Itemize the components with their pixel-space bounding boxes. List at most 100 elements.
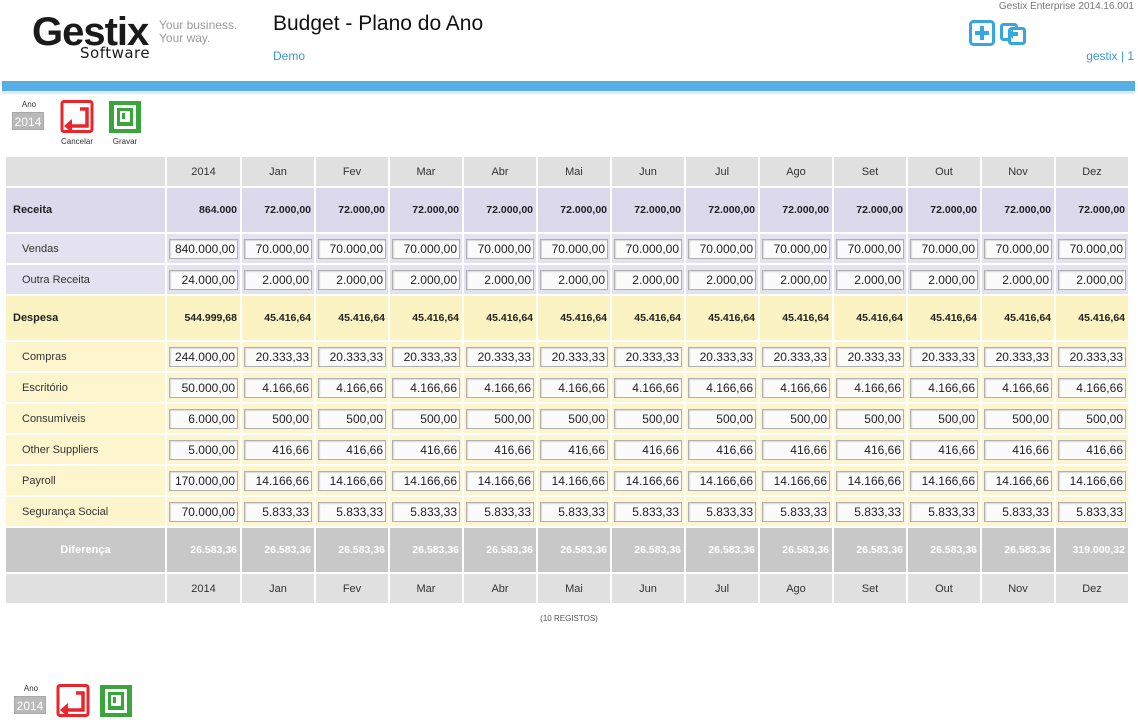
budget-value-input[interactable] <box>244 470 312 491</box>
budget-value-input[interactable] <box>466 238 534 259</box>
gestix-logo[interactable]: Gestix Software Your business. Your way. <box>32 10 242 65</box>
save-button-bottom[interactable] <box>98 684 134 718</box>
budget-value-input[interactable] <box>466 346 534 367</box>
user-info-link[interactable]: gestix | 1 <box>1086 49 1134 63</box>
budget-value-input[interactable] <box>1058 377 1126 398</box>
budget-value-input[interactable] <box>614 470 682 491</box>
budget-value-input[interactable] <box>688 439 756 460</box>
budget-value-input[interactable] <box>244 269 312 290</box>
budget-value-input[interactable] <box>169 408 238 429</box>
budget-value-input[interactable] <box>169 269 238 290</box>
budget-value-input[interactable] <box>169 470 238 491</box>
budget-value-input[interactable] <box>318 408 386 429</box>
budget-value-input[interactable] <box>688 470 756 491</box>
budget-value-input[interactable] <box>318 501 386 522</box>
budget-value-input[interactable] <box>762 269 830 290</box>
budget-value-input[interactable] <box>614 269 682 290</box>
budget-value-input[interactable] <box>1058 501 1126 522</box>
budget-value-input[interactable] <box>910 408 978 429</box>
budget-value-input[interactable] <box>466 269 534 290</box>
year-selector[interactable]: Ano 2014 <box>12 100 46 130</box>
budget-value-input[interactable] <box>540 377 608 398</box>
budget-value-input[interactable] <box>169 377 238 398</box>
budget-value-input[interactable] <box>466 377 534 398</box>
budget-value-input[interactable] <box>688 346 756 367</box>
budget-value-input[interactable] <box>392 346 460 367</box>
budget-value-input[interactable] <box>614 501 682 522</box>
budget-value-input[interactable] <box>1058 470 1126 491</box>
budget-value-input[interactable] <box>688 238 756 259</box>
budget-value-input[interactable] <box>1058 238 1126 259</box>
budget-value-input[interactable] <box>392 439 460 460</box>
budget-value-input[interactable] <box>1058 346 1126 367</box>
budget-value-input[interactable] <box>169 501 238 522</box>
budget-value-input[interactable] <box>762 501 830 522</box>
budget-value-input[interactable] <box>540 470 608 491</box>
cancel-button[interactable]: Cancelar <box>59 100 95 146</box>
budget-value-input[interactable] <box>169 439 238 460</box>
budget-value-input[interactable] <box>688 501 756 522</box>
year-selector-bottom[interactable]: Ano 2014 <box>14 684 48 714</box>
budget-value-input[interactable] <box>688 408 756 429</box>
budget-value-input[interactable] <box>244 346 312 367</box>
budget-value-input[interactable] <box>169 238 238 259</box>
budget-value-input[interactable] <box>614 377 682 398</box>
budget-value-input[interactable] <box>540 408 608 429</box>
save-button[interactable]: Gravar <box>107 100 143 146</box>
budget-value-input[interactable] <box>318 238 386 259</box>
budget-value-input[interactable] <box>836 408 904 429</box>
budget-value-input[interactable] <box>762 238 830 259</box>
cancel-button-bottom[interactable] <box>55 684 91 718</box>
budget-value-input[interactable] <box>318 346 386 367</box>
budget-value-input[interactable] <box>540 501 608 522</box>
budget-value-input[interactable] <box>836 238 904 259</box>
company-link[interactable]: Demo <box>273 49 306 63</box>
budget-value-input[interactable] <box>836 470 904 491</box>
budget-value-input[interactable] <box>984 501 1052 522</box>
budget-value-input[interactable] <box>318 470 386 491</box>
budget-value-input[interactable] <box>244 408 312 429</box>
budget-value-input[interactable] <box>392 501 460 522</box>
budget-value-input[interactable] <box>392 408 460 429</box>
budget-value-input[interactable] <box>984 439 1052 460</box>
budget-value-input[interactable] <box>984 269 1052 290</box>
budget-value-input[interactable] <box>318 269 386 290</box>
budget-value-input[interactable] <box>466 501 534 522</box>
budget-value-input[interactable] <box>762 439 830 460</box>
budget-value-input[interactable] <box>910 470 978 491</box>
budget-value-input[interactable] <box>169 346 238 367</box>
budget-value-input[interactable] <box>244 501 312 522</box>
budget-value-input[interactable] <box>984 238 1052 259</box>
year-value[interactable]: 2014 <box>12 112 44 130</box>
budget-value-input[interactable] <box>244 439 312 460</box>
budget-value-input[interactable] <box>1058 408 1126 429</box>
budget-value-input[interactable] <box>392 470 460 491</box>
budget-value-input[interactable] <box>392 269 460 290</box>
budget-value-input[interactable] <box>540 269 608 290</box>
budget-value-input[interactable] <box>984 346 1052 367</box>
budget-value-input[interactable] <box>466 439 534 460</box>
budget-value-input[interactable] <box>1058 269 1126 290</box>
budget-value-input[interactable] <box>688 377 756 398</box>
budget-value-input[interactable] <box>540 346 608 367</box>
budget-value-input[interactable] <box>614 408 682 429</box>
budget-value-input[interactable] <box>466 470 534 491</box>
budget-value-input[interactable] <box>762 377 830 398</box>
budget-value-input[interactable] <box>836 269 904 290</box>
budget-value-input[interactable] <box>762 346 830 367</box>
budget-value-input[interactable] <box>614 346 682 367</box>
budget-value-input[interactable] <box>540 439 608 460</box>
budget-value-input[interactable] <box>836 501 904 522</box>
budget-value-input[interactable] <box>984 470 1052 491</box>
budget-value-input[interactable] <box>244 377 312 398</box>
budget-value-input[interactable] <box>836 346 904 367</box>
budget-value-input[interactable] <box>910 269 978 290</box>
budget-value-input[interactable] <box>318 439 386 460</box>
budget-value-input[interactable] <box>614 439 682 460</box>
budget-value-input[interactable] <box>984 377 1052 398</box>
budget-value-input[interactable] <box>910 377 978 398</box>
budget-value-input[interactable] <box>836 439 904 460</box>
plus-box-icon[interactable] <box>969 20 995 46</box>
budget-value-input[interactable] <box>910 346 978 367</box>
budget-value-input[interactable] <box>392 377 460 398</box>
